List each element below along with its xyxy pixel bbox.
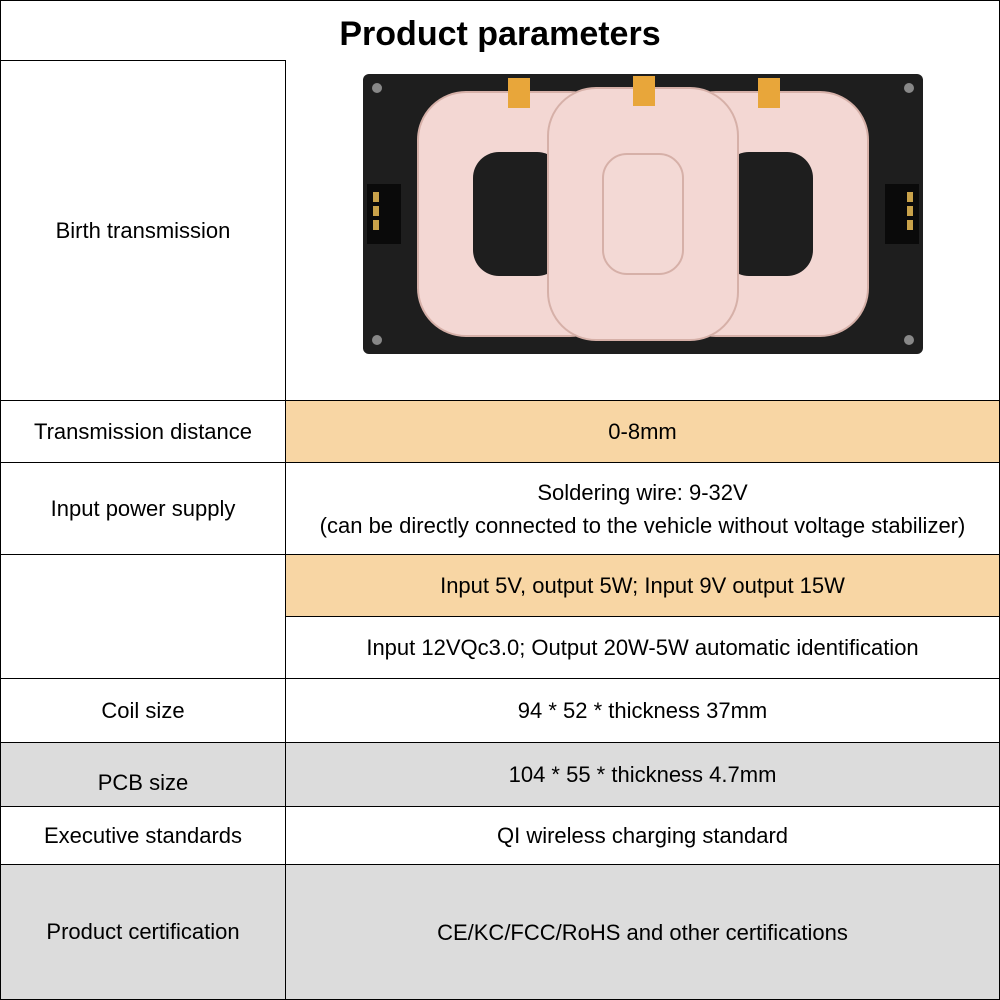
row-transmission-distance: Transmission distance 0-8mm	[1, 400, 999, 462]
row-power-output: Input 5V, output 5W; Input 9V output 15W…	[1, 554, 999, 678]
label-product-certification: Product certification	[1, 865, 286, 999]
row-birth-transmission: Birth transmission	[1, 60, 999, 400]
spec-table: Product parameters Birth transmission	[0, 0, 1000, 1000]
value-power-output-b: Input 12VQc3.0; Output 20W-5W automatic …	[286, 616, 999, 678]
input-power-line2: (can be directly connected to the vehicl…	[320, 509, 966, 542]
label-coil-size: Coil size	[1, 679, 286, 742]
table-title: Product parameters	[1, 1, 999, 60]
label-executive-standards: Executive standards	[1, 807, 286, 864]
row-executive-standards: Executive standards QI wireless charging…	[1, 806, 999, 864]
label-birth-transmission: Birth transmission	[1, 60, 286, 400]
label-transmission-distance: Transmission distance	[1, 401, 286, 462]
label-pcb-size: PCB size	[1, 743, 286, 806]
value-pcb-size: 104 * 55 * thickness 4.7mm	[286, 743, 999, 806]
input-power-line1: Soldering wire: 9-32V	[537, 476, 747, 509]
label-input-power-supply: Input power supply	[1, 463, 286, 554]
row-coil-size: Coil size 94 * 52 * thickness 37mm	[1, 678, 999, 742]
label-power-output-empty	[1, 555, 286, 678]
product-image-cell	[286, 60, 999, 400]
value-executive-standards: QI wireless charging standard	[286, 807, 999, 864]
value-transmission-distance: 0-8mm	[286, 401, 999, 462]
value-input-power-supply: Soldering wire: 9-32V (can be directly c…	[286, 463, 999, 554]
row-pcb-size: PCB size 104 * 55 * thickness 4.7mm	[1, 742, 999, 806]
row-product-certification: Product certification CE/KC/FCC/RoHS and…	[1, 864, 999, 999]
value-product-certification: CE/KC/FCC/RoHS and other certifications	[286, 865, 999, 999]
value-power-output-a: Input 5V, output 5W; Input 9V output 15W	[286, 555, 999, 616]
value-coil-size: 94 * 52 * thickness 37mm	[286, 679, 999, 742]
product-image	[363, 64, 923, 364]
value-power-output-block: Input 5V, output 5W; Input 9V output 15W…	[286, 555, 999, 678]
row-input-power-supply: Input power supply Soldering wire: 9-32V…	[1, 462, 999, 554]
